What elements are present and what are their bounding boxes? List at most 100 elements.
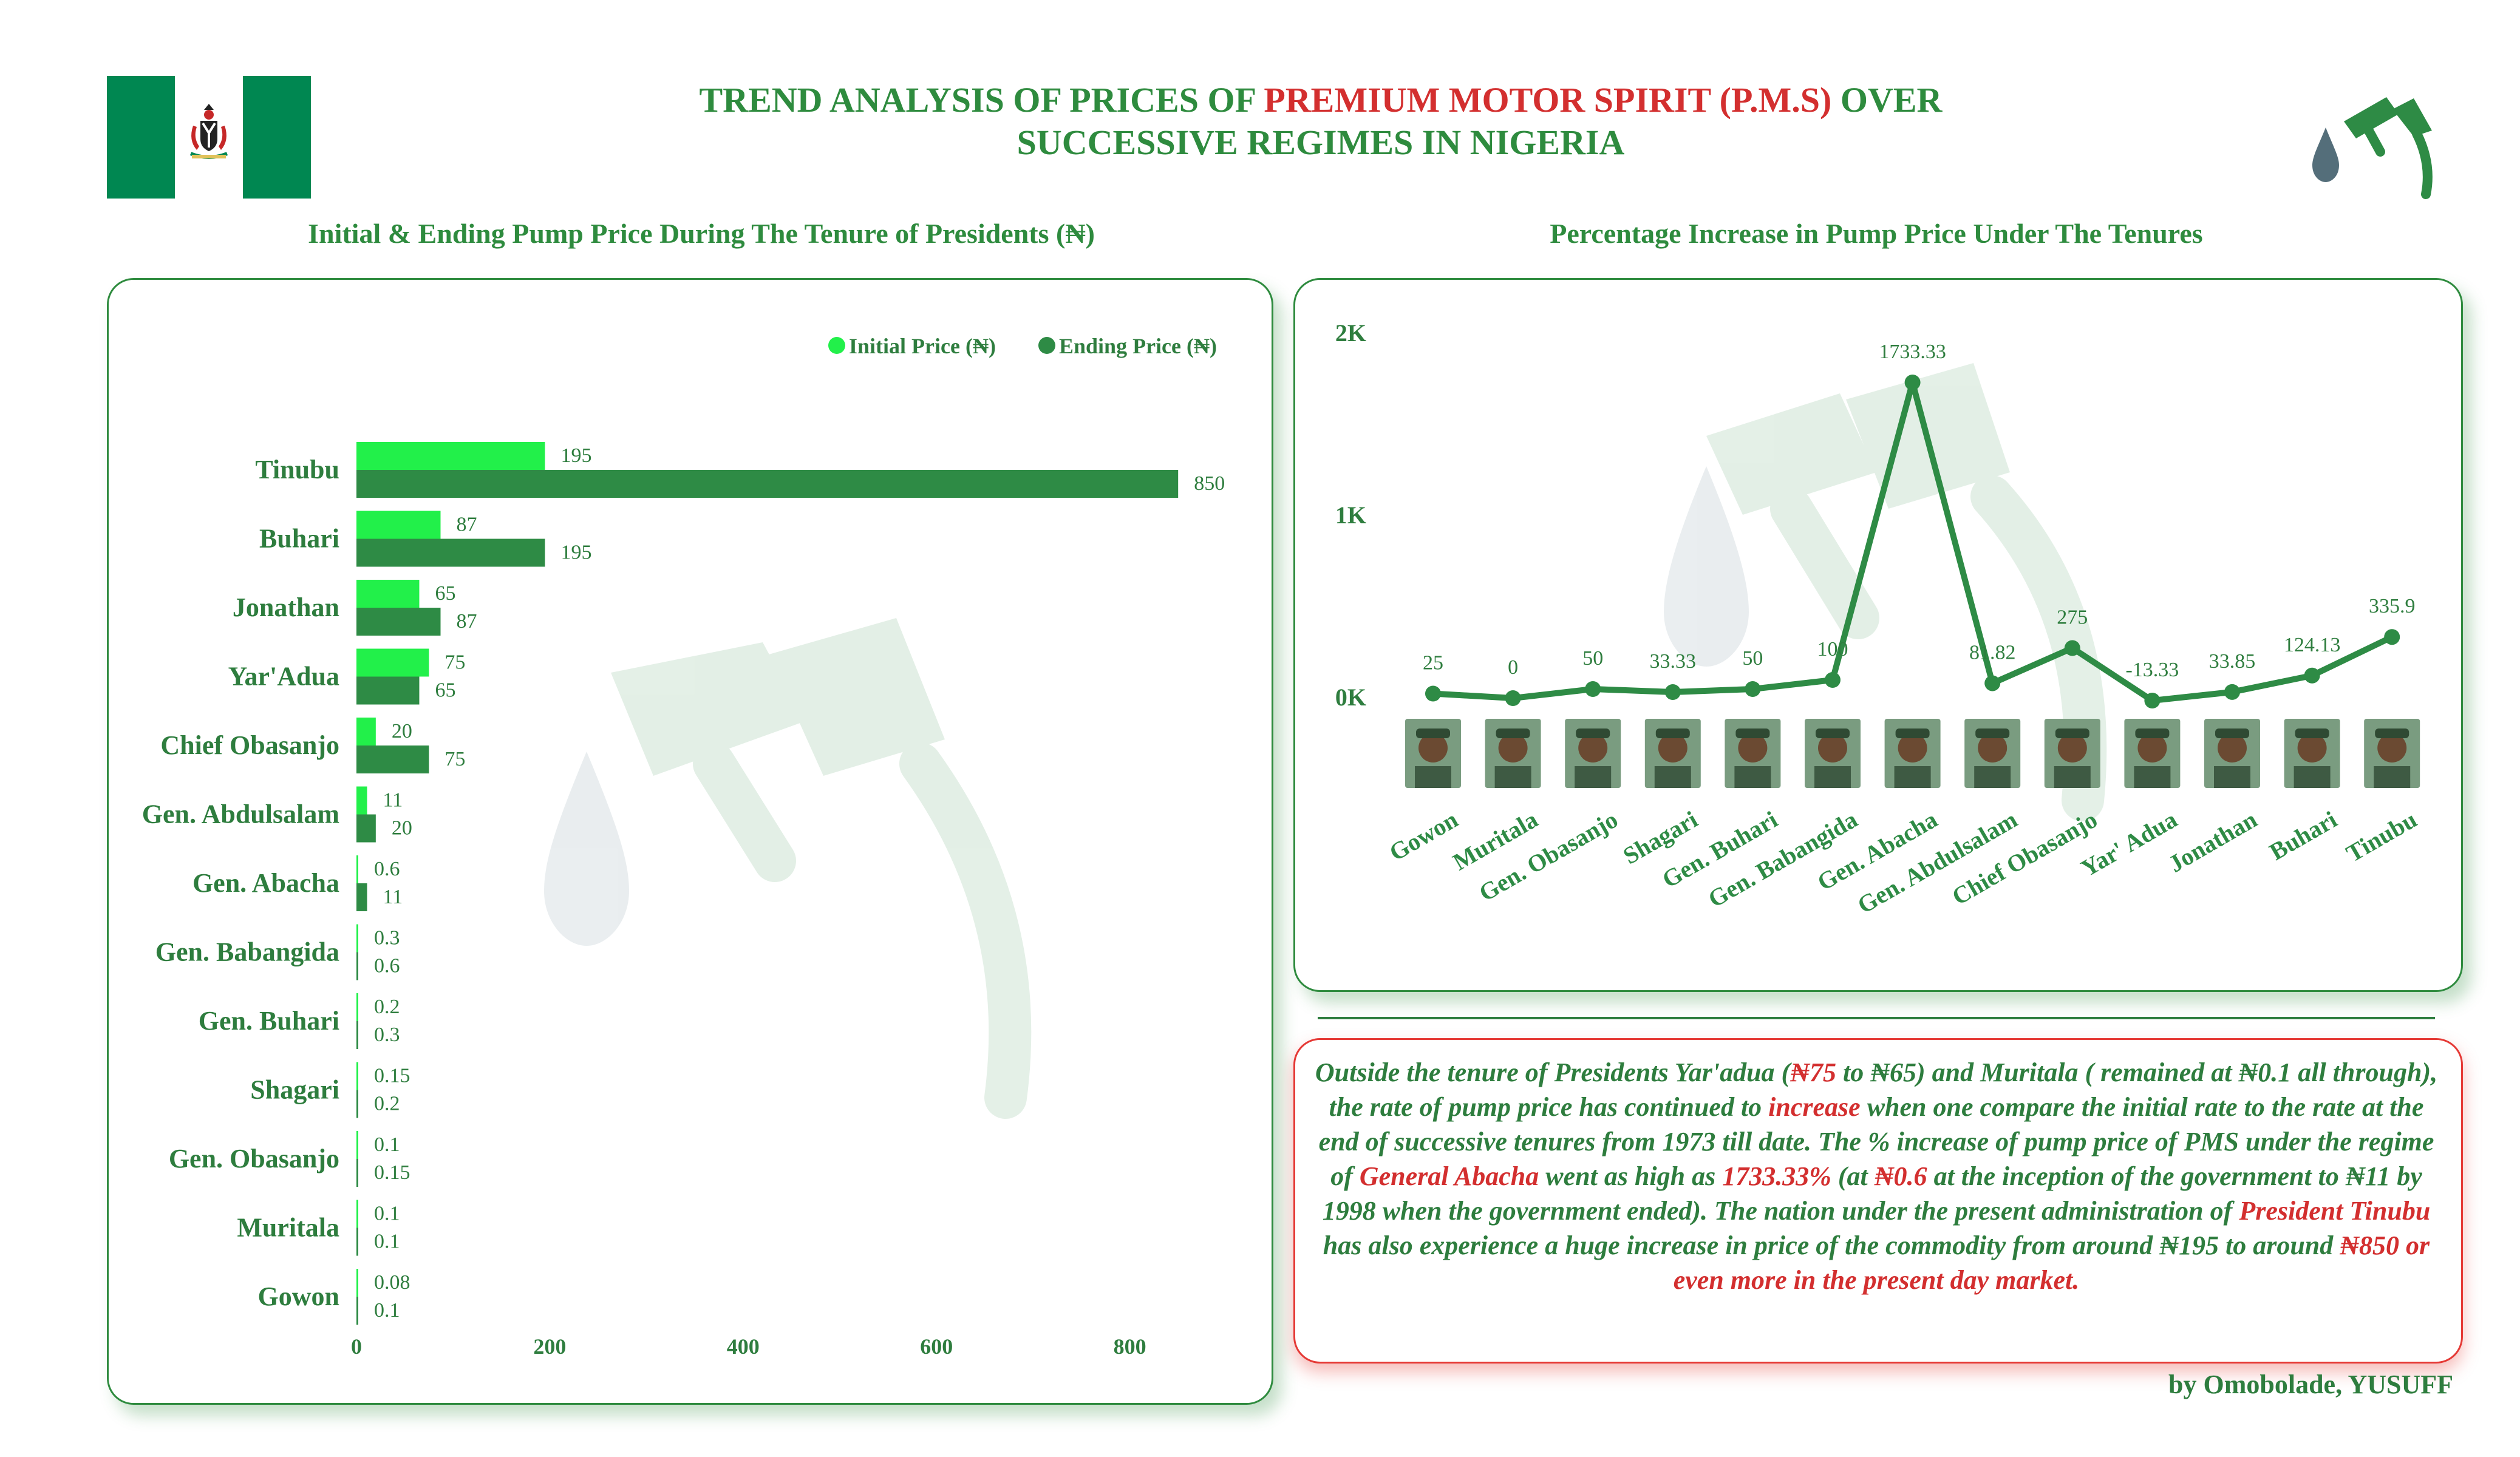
section-divider	[1318, 1017, 2435, 1019]
x-axis-label-gen-obasanjo: Gen. Obasanjo	[1474, 806, 1623, 907]
x-axis-label-jonathan: Jonathan	[2164, 806, 2261, 878]
bar-muritala-ending	[356, 1228, 358, 1256]
data-value-label: 50	[1742, 647, 1763, 670]
bar-shagari-ending	[356, 1090, 358, 1118]
bar-gen-babangida-initial	[356, 924, 358, 953]
president-avatar-gen-abdulsalam	[1964, 719, 2021, 788]
bar-gen-obasanjo-ending	[356, 1159, 358, 1187]
x-axis-label-buhari: Buhari	[2265, 806, 2341, 866]
data-point-buhari	[2304, 667, 2320, 684]
data-value-label: 100	[1817, 638, 1848, 661]
bar-chart-panel	[107, 278, 1273, 1405]
y-axis-tick-label: 1K	[1335, 501, 1366, 529]
bar-value-label: 0.6	[374, 955, 400, 977]
bar-value-label: 75	[444, 748, 465, 770]
fuel-pump-logo-icon	[2312, 97, 2433, 199]
data-point-tinubu	[2384, 629, 2400, 645]
watermark-fuel-pump-icon	[544, 618, 1032, 1119]
insight-note-box	[1293, 1038, 2463, 1364]
bar-value-label: 0.15	[374, 1065, 410, 1087]
bar-category-label-gowon: Gowon	[258, 1282, 339, 1311]
bar-category-label-buhari: Buhari	[259, 524, 339, 554]
page-title: TREND ANALYSIS OF PRICES OF PREMIUM MOTO…	[699, 80, 1943, 162]
bar-category-label-yar-adua: Yar'Adua	[228, 662, 339, 691]
title-highlight: PREMIUM MOTOR SPIRIT (P.M.S)	[1264, 80, 1832, 120]
data-point-chief-obasanjo	[2064, 640, 2080, 656]
bar-jonathan-initial	[356, 580, 420, 608]
bar-value-label: 0.1	[374, 1299, 400, 1322]
bar-category-label-gen-obasanjo: Gen. Obasanjo	[169, 1144, 339, 1173]
bar-muritala-initial	[356, 1200, 358, 1228]
president-avatar-gen-obasanjo	[1565, 719, 1621, 788]
bar-gen-babangida-ending	[356, 952, 358, 980]
bar-value-label: 0.15	[374, 1161, 410, 1184]
x-axis-tick-label: 800	[1114, 1334, 1146, 1359]
coat-of-arms-icon	[189, 104, 228, 159]
bar-value-label: 0.3	[374, 1024, 400, 1046]
bar-value-label: 195	[560, 444, 591, 467]
bar-gen-buhari-initial	[356, 993, 358, 1021]
bar-yar-adua-ending	[356, 676, 420, 705]
bar-chart: Initial Price (₦) Ending Price (₦) Tinub…	[142, 334, 1225, 1359]
data-point-gen-obasanjo	[1585, 681, 1601, 697]
bar-value-label: 0.2	[374, 996, 400, 1018]
bar-category-label-tinubu: Tinubu	[255, 455, 339, 484]
bar-yar-adua-initial	[356, 648, 429, 677]
bar-value-label: 65	[435, 582, 455, 605]
bar-shagari-initial	[356, 1062, 358, 1090]
bar-category-label-shagari: Shagari	[250, 1075, 339, 1105]
data-value-label: 275	[2057, 606, 2088, 629]
bar-category-label-gen-babangida: Gen. Babangida	[155, 937, 339, 967]
data-point-yar-adua	[2144, 692, 2161, 708]
bar-value-label: 195	[560, 542, 591, 564]
legend-initial-label: Initial Price (₦)	[849, 334, 996, 358]
data-point-gen-abacha	[1904, 375, 1921, 391]
y-axis-tick-label: 0K	[1335, 684, 1366, 711]
president-avatar-muritala	[1485, 719, 1541, 788]
data-point-gowon	[1425, 685, 1441, 702]
bar-gen-abdulsalam-ending	[356, 814, 376, 843]
bar-value-label: 0.1	[374, 1231, 400, 1253]
president-avatar-gen-abacha	[1884, 719, 1941, 788]
bar-jonathan-ending	[356, 608, 441, 636]
bar-value-label: 11	[383, 789, 403, 812]
bar-chief-obasanjo-initial	[356, 718, 376, 745]
chart-legend: Initial Price (₦) Ending Price (₦)	[828, 334, 1217, 358]
bar-value-label: 75	[444, 651, 465, 674]
president-avatar-shagari	[1644, 719, 1701, 788]
data-value-label: 124.13	[2284, 634, 2341, 656]
left-chart-title: Initial & Ending Pump Price During The T…	[308, 218, 1095, 249]
bar-value-label: 87	[457, 610, 477, 633]
legend-ending-marker	[1038, 337, 1055, 354]
bar-gen-abacha-ending	[356, 883, 367, 911]
insight-note: Outside the tenure of Presidents Yar'adu…	[1315, 1058, 2438, 1295]
data-point-muritala	[1505, 690, 1521, 706]
bar-gen-abdulsalam-initial	[356, 786, 367, 815]
bar-value-label: 0.08	[374, 1271, 410, 1294]
y-axis-tick-label: 2K	[1335, 319, 1366, 347]
data-value-label: 335.9	[2369, 595, 2416, 617]
president-avatar-buhari	[2284, 719, 2340, 788]
right-chart-title: Percentage Increase in Pump Price Under …	[1550, 218, 2203, 249]
bar-gowon-ending	[356, 1297, 358, 1325]
x-axis-tick-label: 0	[351, 1334, 362, 1359]
data-value-label: 33.85	[2209, 650, 2256, 673]
bar-value-label: 0.1	[374, 1203, 400, 1225]
nigerian-flag	[107, 76, 311, 199]
president-avatar-tinubu	[2364, 719, 2420, 788]
bar-value-label: 20	[392, 817, 412, 840]
bar-category-label-muritala: Muritala	[237, 1213, 339, 1243]
data-value-label: 25	[1423, 652, 1443, 674]
x-axis-tick-label: 600	[920, 1334, 953, 1359]
president-avatar-chief-obasanjo	[2044, 719, 2100, 788]
president-avatar-gowon	[1405, 719, 1461, 788]
president-avatar-jonathan	[2204, 719, 2260, 788]
bar-category-label-gen-buhari: Gen. Buhari	[199, 1006, 339, 1036]
author-byline: by Omobolade, YUSUFF	[2168, 1370, 2453, 1399]
bar-gowon-initial	[356, 1269, 358, 1297]
bar-category-label-gen-abdulsalam: Gen. Abdulsalam	[142, 800, 339, 829]
x-axis-tick-label: 400	[727, 1334, 760, 1359]
data-value-label: 81.82	[1969, 641, 2016, 664]
bar-category-label-chief-obasanjo: Chief Obasanjo	[160, 730, 339, 760]
